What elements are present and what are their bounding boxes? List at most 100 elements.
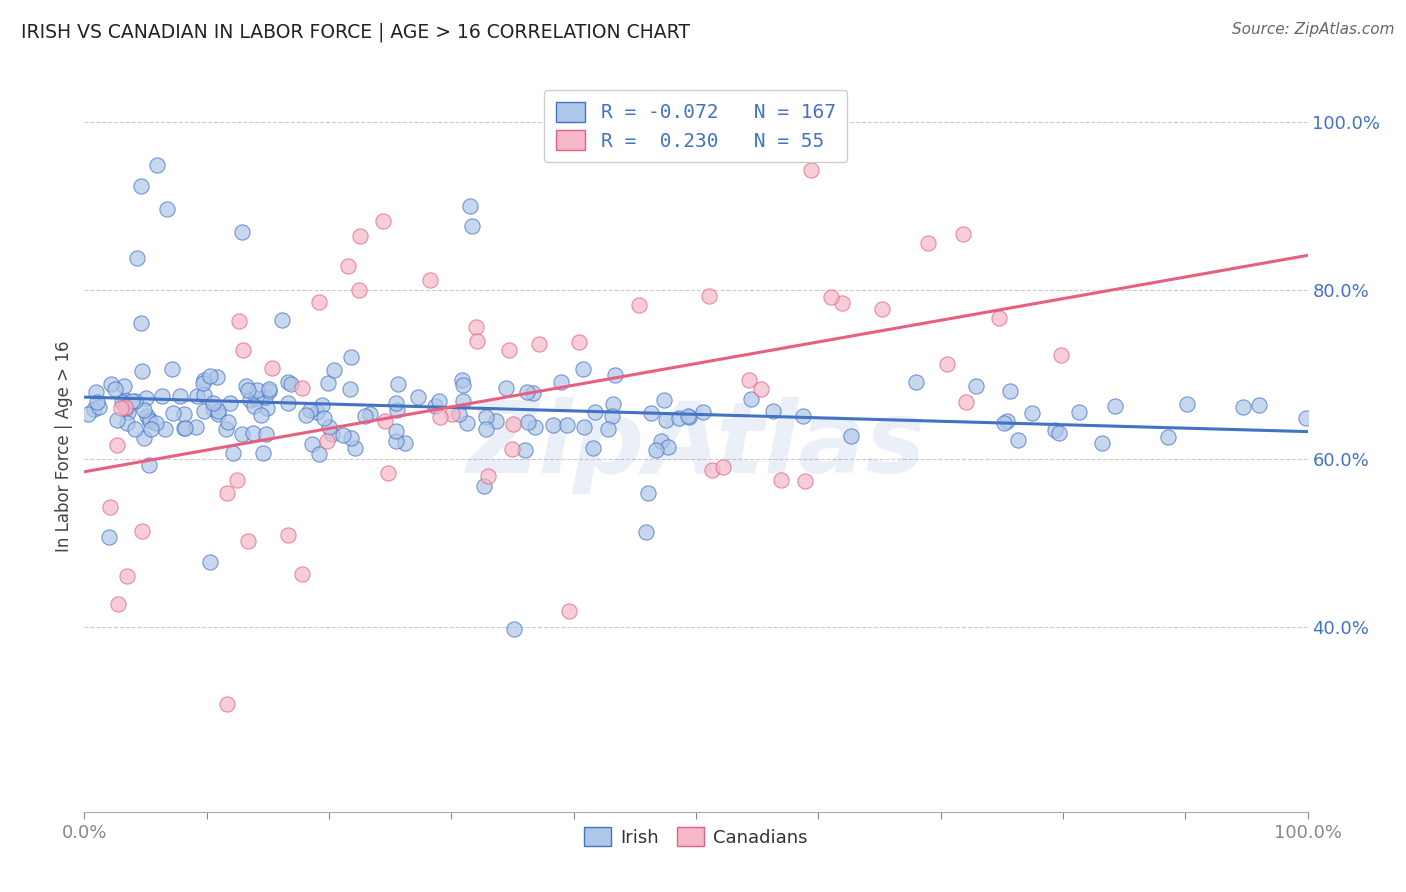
Point — [207, 407, 229, 421]
Point — [1007, 433, 1029, 447]
Point — [242, 426, 264, 441]
Point — [139, 422, 162, 436]
Point — [221, 446, 243, 460]
Point — [485, 414, 508, 428]
Point — [193, 404, 215, 418]
Y-axis label: In Labor Force | Age > 16: In Labor Force | Age > 16 — [55, 340, 73, 552]
Point — [239, 393, 262, 408]
Point — [270, 313, 292, 327]
Point — [262, 361, 284, 376]
Point — [574, 420, 596, 434]
Point — [1049, 348, 1071, 362]
Point — [311, 398, 333, 412]
Point — [359, 407, 381, 421]
Point — [995, 414, 1018, 428]
Point — [711, 460, 734, 475]
Point — [502, 417, 524, 431]
Point — [238, 533, 260, 548]
Point — [495, 381, 517, 395]
Point — [228, 314, 250, 328]
Point — [76, 407, 98, 421]
Point — [870, 301, 893, 316]
Point — [427, 393, 450, 408]
Point — [905, 375, 928, 389]
Point — [568, 335, 591, 350]
Point — [156, 202, 179, 217]
Point — [340, 431, 363, 445]
Point — [377, 466, 399, 480]
Point — [217, 415, 239, 429]
Point — [697, 289, 720, 303]
Point — [115, 569, 138, 583]
Point — [129, 316, 152, 330]
Text: Source: ZipAtlas.com: Source: ZipAtlas.com — [1232, 22, 1395, 37]
Point — [474, 479, 496, 493]
Point — [316, 434, 339, 448]
Point — [207, 404, 229, 418]
Point — [419, 273, 441, 287]
Point — [1104, 400, 1126, 414]
Point — [193, 373, 215, 387]
Point — [676, 409, 699, 423]
Point — [110, 401, 132, 415]
Point — [527, 337, 550, 351]
Point — [115, 401, 138, 415]
Point — [406, 390, 429, 404]
Point — [115, 416, 138, 430]
Point — [277, 528, 299, 542]
Point — [343, 441, 366, 455]
Point — [308, 446, 330, 460]
Point — [644, 443, 666, 458]
Point — [1047, 426, 1070, 441]
Point — [169, 389, 191, 403]
Point — [460, 199, 482, 213]
Point — [371, 214, 394, 228]
Point — [277, 395, 299, 409]
Point — [498, 343, 520, 357]
Point — [162, 406, 184, 420]
Point — [131, 179, 153, 194]
Point — [447, 407, 470, 421]
Point — [336, 259, 359, 273]
Point — [501, 442, 523, 457]
Point — [231, 427, 253, 442]
Point — [451, 373, 474, 387]
Point — [332, 428, 354, 442]
Point — [226, 473, 249, 487]
Point — [952, 227, 974, 241]
Point — [440, 407, 463, 421]
Point — [700, 462, 723, 476]
Point — [602, 397, 624, 411]
Point — [276, 375, 298, 389]
Point — [291, 381, 314, 395]
Point — [465, 334, 488, 348]
Point — [131, 524, 153, 538]
Point — [135, 391, 157, 405]
Point — [339, 382, 361, 396]
Point — [138, 414, 160, 428]
Point — [831, 295, 853, 310]
Point — [193, 388, 215, 402]
Point — [145, 416, 167, 430]
Point — [318, 420, 340, 434]
Point — [652, 393, 675, 408]
Point — [550, 375, 572, 389]
Point — [153, 422, 176, 436]
Text: IRISH VS CANADIAN IN LABOR FORCE | AGE > 16 CORRELATION CHART: IRISH VS CANADIAN IN LABOR FORCE | AGE >… — [21, 22, 690, 42]
Point — [820, 289, 842, 303]
Point — [516, 384, 538, 399]
Point — [252, 446, 274, 460]
Point — [98, 500, 121, 514]
Point — [298, 402, 321, 417]
Point — [107, 597, 129, 611]
Point — [308, 295, 330, 310]
Point — [451, 393, 474, 408]
Point — [121, 394, 143, 409]
Point — [517, 415, 540, 429]
Point — [236, 384, 259, 398]
Point — [125, 251, 148, 265]
Point — [936, 357, 959, 371]
Point — [104, 382, 127, 396]
Point — [131, 364, 153, 378]
Point — [349, 229, 371, 244]
